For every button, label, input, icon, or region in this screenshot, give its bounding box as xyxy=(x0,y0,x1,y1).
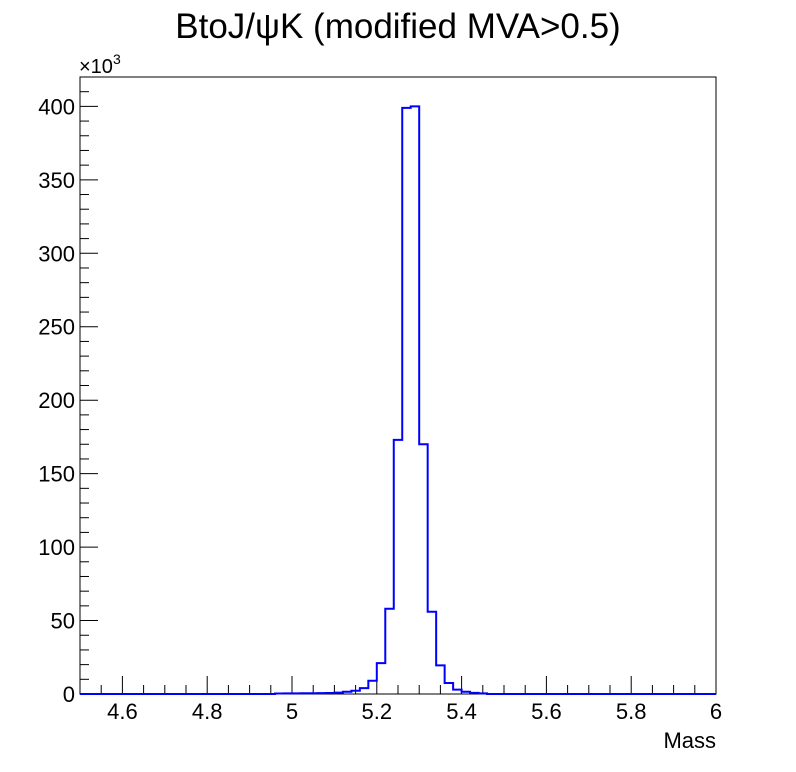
x-tick-label: 4.6 xyxy=(107,699,138,724)
y-tick-label: 250 xyxy=(38,315,75,340)
x-tick-label: 5.6 xyxy=(531,699,562,724)
y-tick-label: 300 xyxy=(38,241,75,266)
y-multiplier-base: ×10 xyxy=(79,56,113,78)
y-tick-label: 350 xyxy=(38,168,75,193)
y-tick-label: 150 xyxy=(38,462,75,487)
x-axis-title: Mass xyxy=(663,728,716,753)
x-tick-label: 5.4 xyxy=(446,699,477,724)
plot-frame xyxy=(79,76,717,695)
x-tick-label: 5.8 xyxy=(616,699,647,724)
histogram-line xyxy=(80,105,716,695)
y-multiplier-exponent: 3 xyxy=(113,51,121,67)
x-axis-ticks xyxy=(79,676,717,694)
x-tick-label: 4.8 xyxy=(192,699,223,724)
y-axis-tick-labels: 0 50 100 150 200 250 300 350 400 xyxy=(38,94,75,707)
chart-title: BtoJ/ψK (modified MVA>0.5) xyxy=(175,7,620,46)
x-tick-label: 6 xyxy=(710,699,722,724)
y-tick-label: 100 xyxy=(38,535,75,560)
x-tick-label: 5 xyxy=(286,699,298,724)
y-axis-ticks xyxy=(80,76,98,695)
y-tick-label: 200 xyxy=(38,388,75,413)
y-tick-label: 400 xyxy=(38,94,75,119)
y-axis-multiplier: ×103 xyxy=(79,51,121,78)
x-tick-label: 5.2 xyxy=(362,699,393,724)
y-tick-label: 50 xyxy=(51,609,75,634)
x-axis-tick-labels: 4.6 4.8 5 5.2 5.4 5.6 5.8 6 xyxy=(107,699,722,724)
y-tick-label: 0 xyxy=(63,682,75,707)
